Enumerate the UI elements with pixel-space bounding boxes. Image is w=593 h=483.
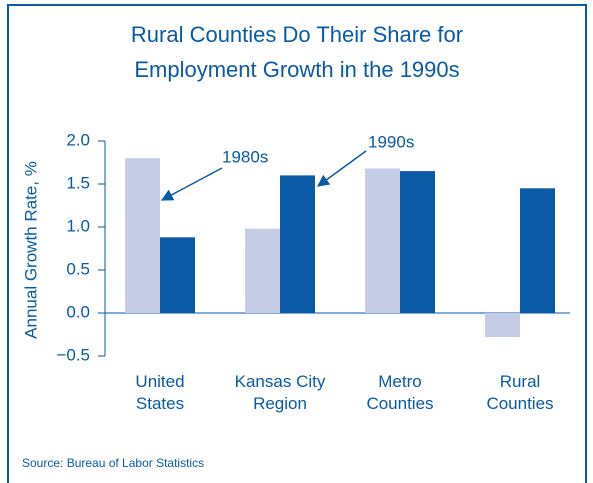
arrow	[160, 167, 223, 201]
x-tick-line: Metro	[378, 372, 421, 391]
y-tick-label: 1.5	[66, 173, 90, 192]
chart-title: Employment Growth in the 1990s	[134, 57, 459, 82]
bar	[400, 171, 435, 313]
y-tick-label: 0.5	[66, 259, 90, 278]
y-tick-label: 1.0	[66, 216, 90, 235]
bar	[245, 228, 280, 313]
series-label: 1980s	[222, 147, 268, 166]
x-tick-line: States	[136, 394, 184, 413]
x-tick-line: Counties	[486, 394, 553, 413]
y-tick-label: 0.0	[66, 302, 90, 321]
series-label: 1990s	[368, 132, 414, 151]
x-tick-line: Counties	[366, 394, 433, 413]
bar	[125, 158, 160, 313]
x-tick-line: Rural	[500, 372, 541, 391]
bar	[365, 168, 400, 313]
frame	[7, 4, 587, 483]
bar	[280, 175, 315, 313]
x-tick-line: Region	[253, 394, 307, 413]
y-tick-label: −0.5	[56, 345, 90, 364]
x-tick-label: Rural Counties	[486, 372, 553, 413]
chart-title: Rural Counties Do Their Share for	[131, 22, 463, 47]
x-tick-label: United States	[135, 372, 184, 413]
x-tick-label: Kansas City Region	[235, 372, 326, 413]
source: Source: Bureau of Labor Statistics	[22, 456, 204, 470]
y-tick-label: 2.0	[66, 130, 90, 149]
x-tick-line: Kansas City	[235, 372, 326, 391]
y-axis-label: Annual Growth Rate, %	[21, 161, 40, 339]
x-tick-line: United	[135, 372, 184, 391]
x-tick-label: Metro Counties	[366, 372, 433, 413]
arrow	[317, 150, 367, 187]
bar	[520, 188, 555, 313]
bar	[485, 313, 520, 338]
bar	[160, 237, 195, 313]
